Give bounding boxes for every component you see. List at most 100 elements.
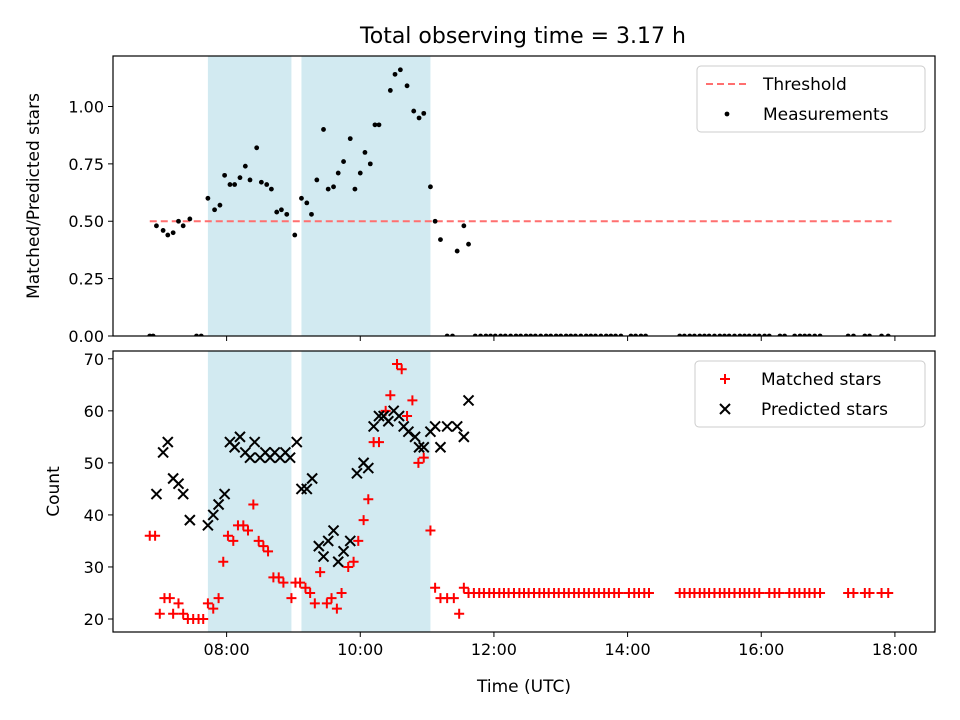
matched-star-point [173, 598, 184, 609]
measurement-point [222, 172, 228, 178]
plot-frame [112, 350, 936, 633]
observing-span [301, 351, 431, 632]
measurement-point [325, 186, 331, 192]
predicted-star-point [284, 451, 296, 464]
x-axis-label: Time (UTC) [476, 677, 571, 697]
predicted-star-point [313, 540, 325, 552]
legend-label: Measurements [763, 105, 889, 125]
matched-star-point [295, 577, 306, 588]
matched-star-point [164, 593, 175, 604]
measurement-point [347, 136, 353, 142]
matched-star-point [198, 613, 209, 624]
matched-star-point [430, 582, 441, 593]
matched-star-point [273, 572, 284, 583]
matched-star-point [202, 598, 213, 609]
x-tick-label: 14:00 [605, 640, 651, 659]
ratio-panel: 0.00 0.25 0.50 0.75 1.00 Matched/Predicted st… [24, 55, 936, 346]
predicted-star-point [228, 441, 241, 453]
measurement-point [321, 127, 326, 132]
predicted-star-point [434, 441, 447, 453]
y-tick-label: 0.75 [68, 155, 104, 174]
legend-predicted-swatch [719, 403, 731, 415]
matched-star-point [353, 535, 364, 546]
y-tick-label: 40 [84, 506, 104, 525]
y-axis-label: Matched/Predicted stars [24, 93, 44, 299]
predicted-star-point [327, 524, 340, 537]
predicted-star-point [451, 420, 463, 433]
matched-star-point [336, 587, 347, 598]
measurement-point [176, 218, 181, 224]
measurement-point [331, 184, 336, 190]
x-tick-label: 08:00 [204, 640, 250, 659]
predicted-star-point [458, 431, 470, 443]
measurement-point [411, 108, 417, 114]
predicted-star-point [317, 550, 330, 563]
matched-star-point [396, 364, 407, 375]
matched-star-point [258, 541, 269, 552]
legend-box [696, 65, 926, 133]
measurement-point [292, 232, 298, 238]
x-tick-label: 18:00 [872, 640, 918, 659]
predicted-star-point [418, 441, 430, 453]
x-tick-label: 12:00 [471, 640, 517, 659]
measurement-point [416, 115, 422, 121]
legend-matched-swatch [720, 374, 730, 384]
observing-span [301, 56, 431, 336]
measurement-point [432, 218, 438, 224]
matched-star-point [309, 598, 320, 609]
predicted-star-point [244, 451, 256, 464]
observing-span [207, 351, 292, 632]
predicted-star-point [291, 436, 303, 448]
y-tick-label: 30 [84, 558, 104, 577]
y-tick-label: 20 [84, 610, 104, 629]
count-panel: 08:00 10:00 12:00 14:00 16:00 18:00 20 30 40 50 60… [44, 350, 936, 697]
measurement-point [254, 145, 260, 151]
matched-star-point [213, 593, 224, 604]
predicted-star-point [393, 410, 405, 422]
measurement-point [268, 186, 274, 192]
matched-star-point [150, 530, 161, 541]
measurement-point [160, 228, 166, 233]
matched-star-point [168, 608, 179, 619]
y-tick-label: 1.00 [68, 97, 104, 116]
predicted-star-point [301, 483, 313, 495]
matched-star-point [263, 546, 274, 557]
chart-title: Total observing time = 3.17 h [359, 24, 686, 49]
measurement-point [304, 200, 310, 206]
predicted-star-point [172, 477, 185, 490]
predicted-star-point [441, 420, 453, 433]
matched-star-point [425, 525, 436, 536]
y-tick-label: 0.25 [68, 270, 104, 289]
matched-star-point [331, 603, 342, 614]
y-tick-label: 0.50 [68, 212, 104, 231]
matched-star-point [253, 535, 264, 546]
measurement-point [154, 223, 159, 229]
matched-star-point [754, 587, 765, 598]
plot-area [144, 359, 894, 624]
predicted-star-point [332, 556, 344, 568]
legend: Threshold Measurements [696, 65, 926, 133]
matched-star-point [815, 587, 826, 598]
matched-star-point [864, 587, 875, 598]
matched-star-point [228, 535, 239, 546]
predicted-star-point [362, 462, 374, 474]
predicted-star-point [382, 415, 395, 427]
matched-star-point [458, 582, 469, 593]
measurement-point [438, 237, 443, 243]
measurement-point [357, 170, 363, 176]
x-tick-label: 10:00 [337, 640, 383, 659]
matched-star-point [326, 593, 337, 604]
predicted-star-point [184, 514, 196, 526]
predicted-star-point [344, 535, 356, 547]
measurement-point [170, 230, 176, 236]
measurement-point [309, 211, 314, 217]
predicted-star-point [373, 410, 385, 422]
x-tick-label: 16:00 [738, 640, 784, 659]
predicted-star-point [157, 446, 169, 459]
matched-star-point [413, 457, 424, 468]
measurement-point [284, 211, 290, 217]
matched-star-point [418, 452, 429, 463]
predicted-star-point [409, 431, 421, 443]
matched-star-point [643, 587, 654, 598]
legend-label: Predicted stars [761, 400, 888, 420]
